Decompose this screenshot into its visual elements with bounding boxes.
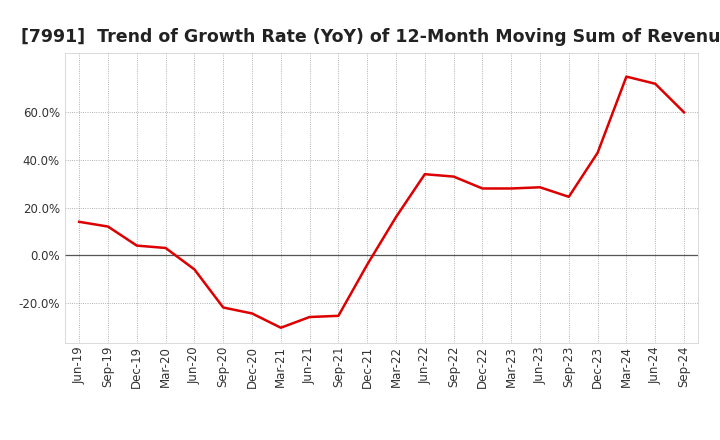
Title: [7991]  Trend of Growth Rate (YoY) of 12-Month Moving Sum of Revenues: [7991] Trend of Growth Rate (YoY) of 12-… <box>21 28 720 46</box>
